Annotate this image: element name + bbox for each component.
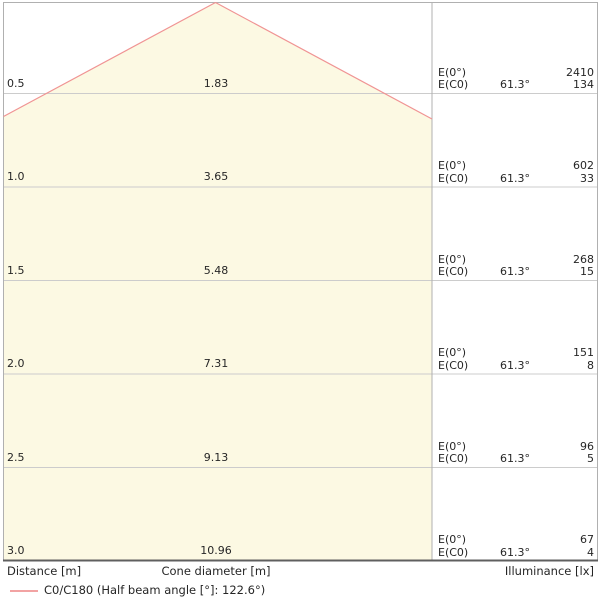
beam-angle-value: 61.3°: [500, 545, 530, 559]
cone-diameter-axis-label: Cone diameter [m]: [161, 564, 271, 578]
cone-row: 3.0 10.96 E(0°) E(C0) 61.3° 67 4: [0, 530, 600, 561]
e0-label: E(0°): [438, 159, 467, 172]
beam-angle-value: 61.3°: [500, 265, 530, 278]
illuminance-values: 67 4: [580, 533, 594, 559]
e0-label: E(0°): [438, 346, 467, 359]
illuminance-values: 602 33: [573, 159, 594, 185]
cone-diameter-value: 3.65: [203, 170, 229, 183]
gridlines: [3, 93, 598, 468]
illuminance-values: 96 5: [580, 439, 594, 466]
ec0-value: 8: [587, 358, 594, 372]
legend-line-swatch: [10, 590, 38, 592]
e-labels: E(0°) E(C0): [438, 533, 469, 559]
beam-angle-value: 61.3°: [500, 452, 530, 465]
distance-label: 3.0: [7, 544, 25, 557]
e0-value: 67: [580, 533, 594, 546]
ec0-label: E(C0): [438, 358, 469, 372]
e-labels: E(0°) E(C0): [438, 252, 469, 279]
cone-row: 2.5 9.13 E(0°) E(C0) 61.3° 96 5: [0, 437, 600, 468]
illuminance-values: 2410 134: [566, 65, 594, 92]
distance-label: 1.5: [7, 263, 25, 277]
distance-label: 2.5: [7, 450, 25, 464]
e0-label: E(0°): [438, 65, 467, 79]
e-labels: E(0°) E(C0): [438, 346, 469, 372]
ec0-value: 15: [580, 265, 594, 278]
cone-diameter-value: 1.83: [203, 76, 229, 90]
ec0-label: E(C0): [438, 452, 469, 465]
ec0-label: E(C0): [438, 545, 469, 559]
cone-diameter-value: 7.31: [203, 357, 229, 370]
e0-value: 96: [580, 439, 594, 453]
cone-edge-right: [215, 1, 433, 120]
beam-angle-value: 61.3°: [500, 358, 530, 372]
cone-row: 1.5 5.48 E(0°) E(C0) 61.3° 268 15: [0, 250, 600, 281]
cone-diameter-value: 9.13: [203, 450, 229, 464]
ec0-value: 134: [573, 78, 594, 91]
e-labels: E(0°) E(C0): [438, 65, 469, 92]
cone-row: 2.0 7.31 E(0°) E(C0) 61.3° 151 8: [0, 343, 600, 374]
axis-captions: Distance [m] Cone diameter [m] Illuminan…: [0, 564, 600, 580]
illuminance-axis-label: Illuminance [lx]: [504, 564, 594, 578]
beam-angle-value: 61.3°: [500, 78, 530, 91]
e0-value: 151: [573, 346, 594, 359]
ec0-value: 5: [587, 452, 594, 465]
legend: C0/C180 (Half beam angle [°]: 122.6°): [10, 583, 600, 599]
distance-label: 0.5: [7, 76, 25, 90]
e0-value: 602: [573, 159, 594, 172]
e0-label: E(0°): [438, 439, 467, 453]
cone-row: 1.0 3.65 E(0°) E(C0) 61.3° 602 33: [0, 156, 600, 187]
ec0-label: E(C0): [438, 78, 469, 91]
e-labels: E(0°) E(C0): [438, 439, 469, 466]
cone-row: 0.5 1.83 E(0°) E(C0) 61.3° 2410 134: [0, 63, 600, 94]
e0-value: 2410: [566, 65, 594, 79]
beam-angle-value: 61.3°: [500, 171, 530, 185]
light-cone-fill: [3, 2, 432, 560]
illuminance-values: 151 8: [573, 346, 594, 372]
cone-edge-left: [3, 1, 216, 118]
e0-label: E(0°): [438, 252, 467, 266]
ec0-value: 33: [580, 171, 594, 185]
ec0-label: E(C0): [438, 265, 469, 278]
e-labels: E(0°) E(C0): [438, 159, 469, 185]
illuminance-values: 268 15: [573, 252, 594, 279]
e0-value: 268: [573, 252, 594, 266]
e0-label: E(0°): [438, 533, 467, 546]
cone-diameter-value: 5.48: [203, 263, 229, 277]
cone-diameter-value: 10.96: [200, 544, 232, 557]
ec0-value: 4: [587, 545, 594, 559]
distance-axis-label: Distance [m]: [7, 564, 82, 578]
distance-label: 1.0: [7, 170, 25, 183]
distance-label: 2.0: [7, 357, 25, 370]
legend-label: C0/C180 (Half beam angle [°]: 122.6°): [44, 583, 266, 597]
ec0-label: E(C0): [438, 171, 469, 185]
